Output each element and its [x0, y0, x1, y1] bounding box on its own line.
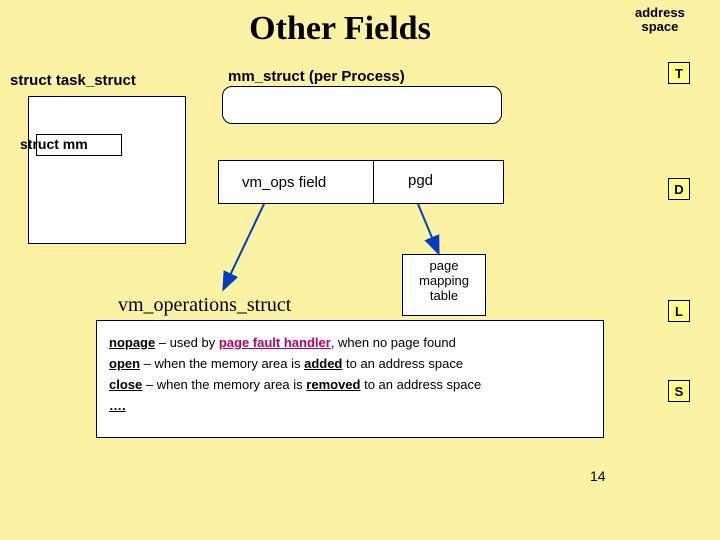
operation-line: close – when the memory area is removed … [109, 377, 591, 392]
side-box-d: D [668, 178, 690, 200]
side-box-t: T [668, 62, 690, 84]
task-struct-box [28, 96, 186, 244]
struct-mm-label: struct mm [20, 136, 88, 152]
page-title: Other Fields [170, 10, 510, 48]
operation-line: nopage – used by page fault handler, whe… [109, 335, 591, 350]
side-box-s: S [668, 380, 690, 402]
operations-box: nopage – used by page fault handler, whe… [96, 320, 604, 438]
operation-line: open – when the memory area is added to … [109, 356, 591, 371]
operation-line: …. [109, 398, 591, 413]
mm-struct-label: mm_struct (per Process) [228, 68, 405, 85]
address-space-label: address space [635, 6, 685, 35]
task-struct-label: struct task_struct [10, 72, 136, 89]
vm-ops-field-label: vm_ops field [242, 174, 326, 191]
page-number: 14 [590, 468, 606, 484]
mm-struct-box [222, 86, 502, 124]
vm-operations-struct-title: vm_operations_struct [118, 294, 291, 317]
side-box-l: L [668, 300, 690, 322]
pgd-label: pgd [408, 172, 433, 189]
vm-area-divider [373, 161, 374, 203]
page-mapping-table-label: page mapping table [408, 258, 480, 303]
